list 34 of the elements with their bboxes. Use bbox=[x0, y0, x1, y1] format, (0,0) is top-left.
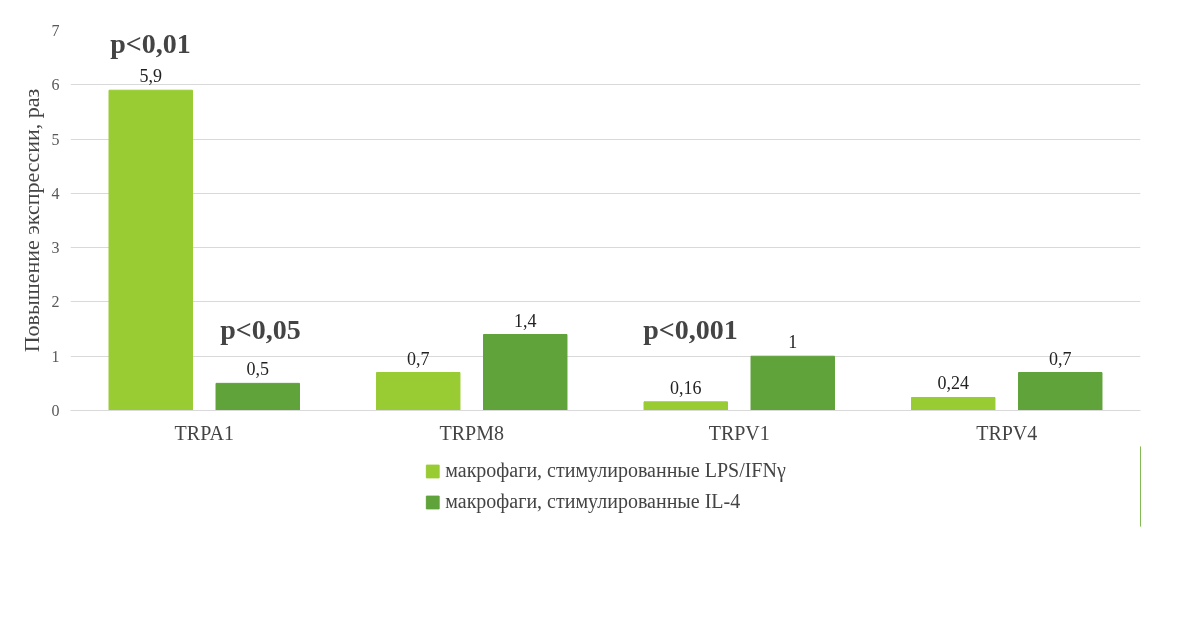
y-tick-label: 7 bbox=[51, 22, 60, 39]
bar bbox=[376, 372, 461, 411]
data-label: 0,5 bbox=[246, 359, 269, 380]
y-tick-label: 4 bbox=[51, 184, 60, 202]
y-tick-label: 6 bbox=[51, 76, 60, 94]
x-tick-label: TRPV4 bbox=[976, 421, 1038, 444]
y-tick-label: 5 bbox=[51, 130, 60, 148]
x-tick-label: TRPA1 bbox=[174, 421, 234, 444]
y-axis-title: Повышение экспрессии, раз bbox=[18, 88, 44, 353]
legend-label: макрофаги, стимулированные LPS/IFNγ bbox=[445, 459, 786, 482]
annotation: p<0,001 bbox=[643, 313, 738, 345]
bar bbox=[643, 401, 728, 411]
bar bbox=[108, 89, 193, 411]
y-tick-label: 0 bbox=[51, 402, 60, 419]
legend-label: макрофаги, стимулированные IL-4 bbox=[445, 490, 741, 513]
bar bbox=[750, 355, 835, 411]
data-label: 5,9 bbox=[139, 66, 162, 87]
bar bbox=[911, 396, 996, 411]
y-tick-label: 1 bbox=[51, 347, 60, 365]
annotation: p<0,01 bbox=[110, 27, 191, 59]
data-label: 1,4 bbox=[514, 310, 537, 331]
y-tick-label: 3 bbox=[51, 239, 60, 257]
x-tick-label: TRPM8 bbox=[439, 421, 504, 444]
data-label: 0,7 bbox=[407, 348, 430, 369]
data-label: 0,24 bbox=[937, 373, 969, 394]
data-label: 0,7 bbox=[1049, 348, 1072, 369]
bar bbox=[215, 382, 300, 411]
bar bbox=[483, 334, 568, 411]
data-label: 1 bbox=[788, 332, 798, 353]
y-tick-label: 2 bbox=[51, 293, 60, 311]
data-label: 0,16 bbox=[670, 377, 702, 398]
annotation: p<0,05 bbox=[220, 313, 301, 345]
x-tick-label: TRPV1 bbox=[708, 421, 770, 444]
bar bbox=[1018, 372, 1103, 411]
